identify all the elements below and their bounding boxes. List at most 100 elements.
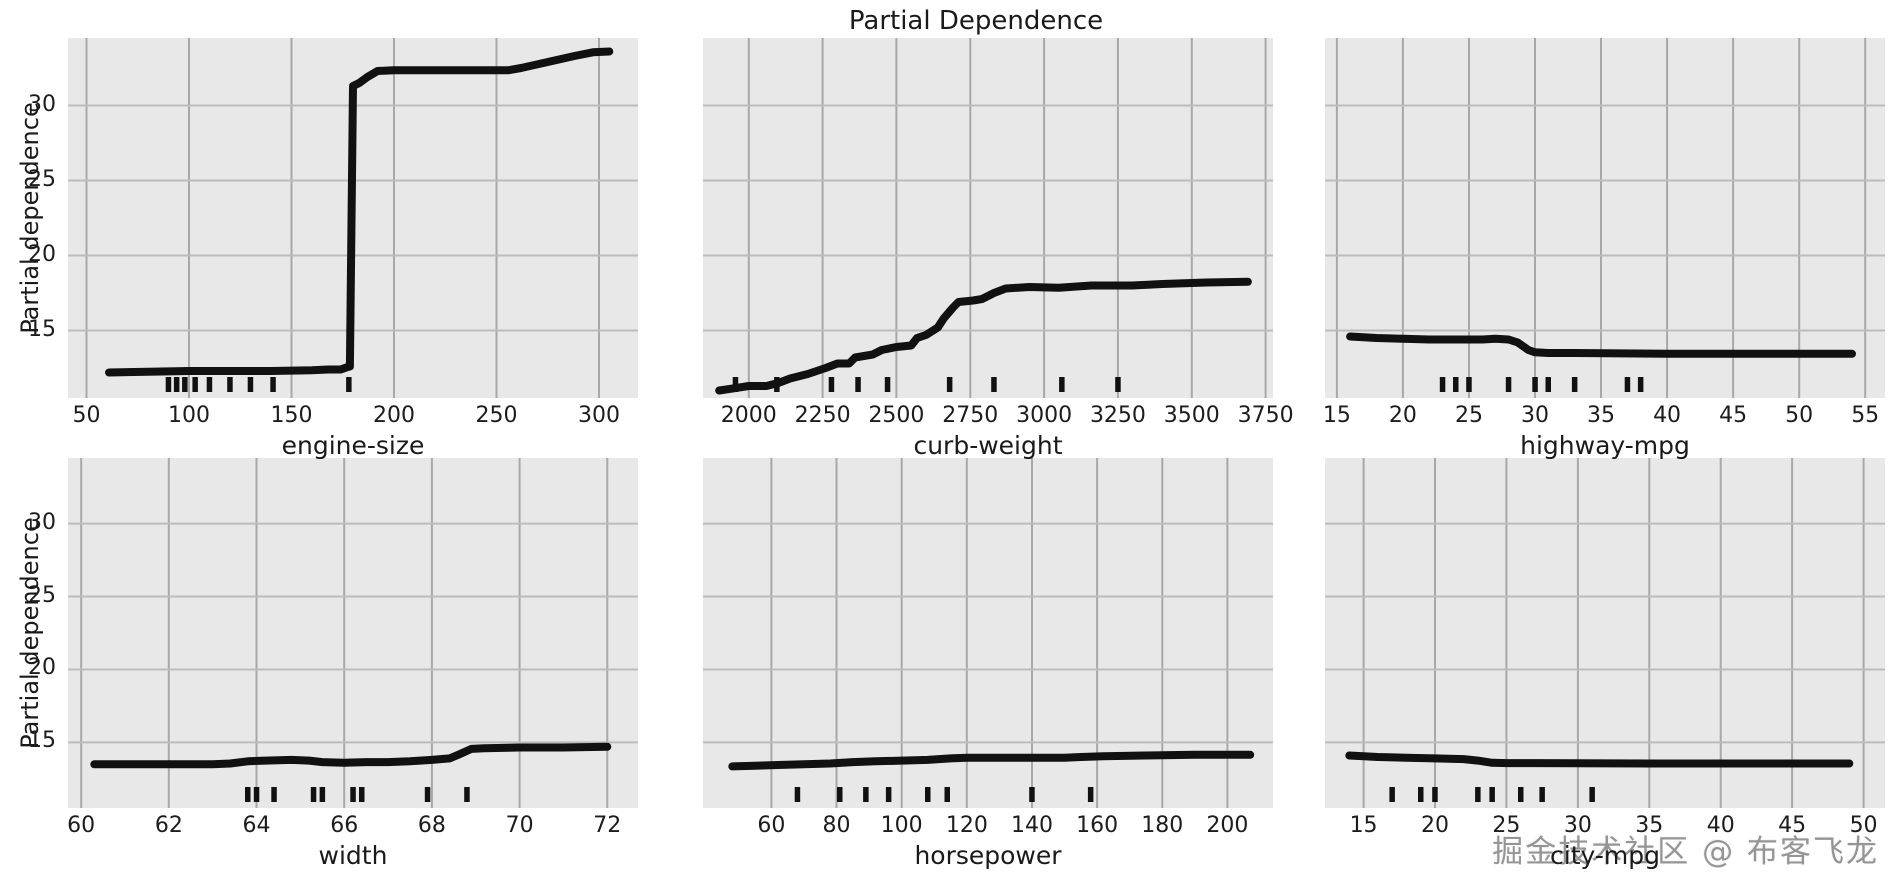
y-tick-label: 20 [28,241,56,267]
x-tick-label: 60 [757,813,786,838]
rug-mark [1489,787,1495,802]
pd-plot-canvas [703,458,1273,808]
rug-mark [245,787,251,802]
x-axis-label: width [318,841,388,870]
rug-mark [1475,787,1481,802]
x-tick-label: 3750 [1237,403,1294,428]
rug-mark [837,787,843,802]
rug-mark [1389,787,1395,802]
rug-mark [1029,787,1035,802]
watermark: 掘金技术社区 @ 布客飞龙 [1492,834,1879,870]
rug-mark [346,377,352,392]
x-tick-label: 15 [1322,403,1351,428]
x-tick-label: 62 [154,813,183,838]
x-tick-label: 120 [945,813,988,838]
rug-mark [1087,787,1094,802]
rug-mark [944,787,950,802]
partial-dependence-line [1345,751,1854,768]
rug-mark [1518,787,1524,802]
x-tick-label: 64 [242,813,271,838]
pd-plot-canvas [1325,38,1885,398]
x-tick-label: 40 [1706,813,1735,838]
subplot-width [68,458,638,808]
rug-mark [884,377,891,392]
x-tick-label: 25 [1492,813,1521,838]
rug-mark [925,787,931,802]
rug-mark [464,787,470,802]
rug-mark [1059,377,1065,392]
rug-mark [1532,377,1538,392]
x-tick-label: 200 [373,403,415,428]
rug-mark [946,377,953,392]
y-tick-label: 15 [28,316,56,342]
rug-mark [991,377,997,392]
pd-plot-canvas [703,38,1273,398]
rug-mark [1571,377,1578,392]
rug-mark [1545,377,1551,392]
x-tick-label: 35 [1635,813,1664,838]
x-tick-label: 55 [1851,403,1880,428]
x-tick-label: 40 [1653,403,1682,428]
x-tick-label: 60 [67,813,96,838]
x-axis-label: curb-weight [913,431,1063,460]
y-tick-label: 30 [28,509,56,535]
plot-background [703,458,1273,808]
partial-dependence-line [728,750,1255,771]
rug-mark [1624,377,1631,392]
x-axis-label: city-mpg [1550,841,1660,870]
x-tick-label: 200 [1206,813,1249,838]
rug-mark [253,787,260,802]
partial-dependence-line [1346,332,1856,358]
rug-mark [863,787,869,802]
x-axis-label: engine-size [281,431,425,460]
x-tick-label: 180 [1141,813,1184,838]
x-tick-label: 140 [1010,813,1053,838]
x-tick-label: 50 [1785,403,1814,428]
y-axis-label-row1: Partial dependence [16,102,44,334]
rug-mark [1418,787,1424,802]
x-tick-label: 45 [1778,813,1807,838]
y-tick-label: 15 [28,728,56,754]
rug-mark [1637,377,1644,392]
rug-mark [192,377,198,392]
rug-mark [855,377,861,392]
rug-mark [885,787,892,802]
rug-mark [1439,377,1446,392]
rug-mark [350,787,356,802]
x-tick-label: 250 [475,403,518,428]
x-tick-label: 100 [880,813,923,838]
x-tick-label: 150 [270,403,313,428]
x-tick-label: 30 [1521,403,1549,428]
x-tick-label: 2750 [942,403,999,428]
subplot-curb-weight [703,38,1273,398]
pd-plot-canvas [68,38,638,398]
x-tick-label: 20 [1388,403,1417,428]
x-tick-label: 30 [1563,813,1592,838]
x-tick-label: 160 [1076,813,1119,838]
rug-mark [310,787,317,802]
x-tick-label: 66 [330,813,359,838]
x-tick-label: 70 [505,813,534,838]
x-tick-label: 100 [167,403,210,428]
partial-dependence-line [90,742,612,769]
rug-mark [1589,787,1595,802]
x-tick-label: 72 [593,813,622,838]
x-tick-label: 50 [1849,813,1878,838]
x-tick-label: 3500 [1163,403,1220,428]
rug-mark [359,787,365,802]
subplot-engine-size [68,38,638,398]
rug-mark [1466,377,1472,392]
x-tick-label: 2000 [720,403,777,428]
rug-mark [270,377,276,392]
rug-mark [1115,377,1121,392]
rug-mark [173,377,180,392]
plot-background [68,458,638,808]
rug-mark [165,377,172,392]
rug-mark [271,787,277,802]
rug-mark [1453,377,1459,392]
rug-mark [424,787,431,802]
x-tick-label: 45 [1719,403,1748,428]
y-tick-label: 20 [28,655,56,681]
partial-dependence-line [105,47,614,377]
